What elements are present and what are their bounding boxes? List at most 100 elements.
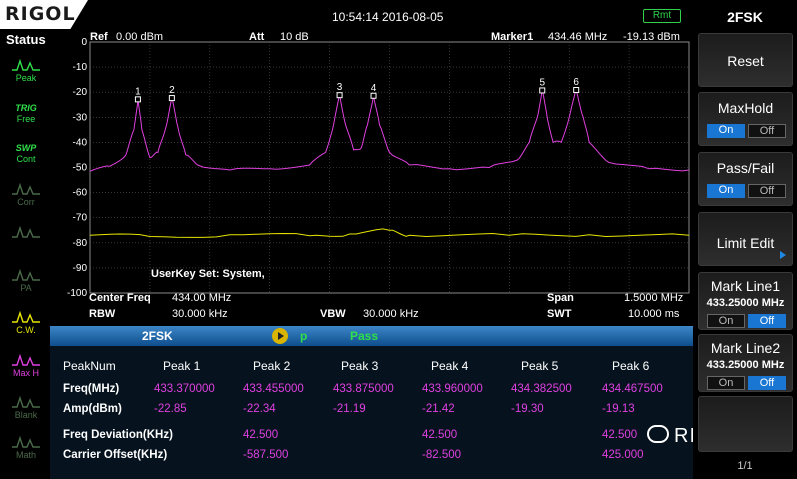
peak-label-5: 5 [539, 77, 545, 88]
marker-amp: -19.13 dBm [623, 31, 680, 43]
peak-table: PeakNum Peak 1 Peak 2 Peak 3 Peak 4 Peak 5 Pea… [50, 346, 693, 479]
logo-text: RIGOL [5, 3, 76, 25]
mark-line2-softkey[interactable]: Mark Line2 433.25000 MHz On Off [698, 334, 793, 392]
status-label: C.W. [16, 325, 36, 335]
table-cell: -19.30 [511, 403, 544, 415]
vbw-value: 30.000 kHz [363, 308, 419, 320]
maxhold-softkey[interactable]: MaxHold On Off [698, 92, 793, 146]
ref-value: 0.00 dBm [116, 31, 164, 43]
clear-write-icon [12, 310, 40, 323]
mark-line1-value: 433.25000 MHz [706, 297, 785, 309]
status-peak-item: Peak [4, 58, 48, 98]
center-freq-label: Center Freq [89, 292, 151, 304]
status-tg-item [4, 225, 48, 265]
mark-line2-value: 433.25000 MHz [706, 359, 785, 371]
status-top-label: SWP [15, 143, 37, 153]
span-value: 1.5000 MHz [624, 292, 684, 304]
spectrum-plot[interactable]: 0 -10 -20 -30 -40 -50 -60 -70 -80 -90 -100 1 2 3 4 5 6 [50, 30, 693, 326]
table-cell: 433.960000 [422, 383, 483, 395]
status-label: Peak [15, 73, 37, 83]
span-label: Span [547, 292, 574, 304]
tracking-generator-icon [12, 225, 40, 238]
status-top-label: TRIG [15, 103, 37, 113]
att-value: 10 dB [280, 31, 309, 43]
peak-wave-icon [12, 58, 40, 71]
table-cell: 434.382500 [511, 383, 572, 395]
status-c-w--item: C.W. [4, 310, 48, 350]
peak-marker-6 [573, 87, 580, 94]
y-tick-label: -70 [73, 213, 88, 224]
limit-edit-button[interactable]: Limit Edit [698, 212, 793, 266]
measurement-bar: 2FSK p Pass [50, 326, 693, 346]
table-cell: 42.500 [602, 429, 638, 441]
y-tick-label: -30 [73, 112, 88, 123]
table-cell: 42.500 [422, 429, 458, 441]
table-cell: -21.42 [422, 403, 455, 415]
table-cell: 434.467500 [602, 383, 663, 395]
peak-label-3: 3 [337, 82, 343, 93]
table-cell: -19.13 [602, 403, 635, 415]
peak-marker-5 [539, 87, 546, 94]
preamp-icon [12, 268, 40, 281]
empty-softkey[interactable] [698, 396, 793, 452]
remote-badge: Rmt [643, 9, 681, 23]
table-cell: 425.000 [602, 449, 644, 461]
userkey-set: UserKey Set: System, [151, 268, 265, 280]
mark-line2-off-toggle[interactable]: Off [748, 376, 786, 390]
status-free-item: TRIG Free [4, 102, 48, 142]
table-cell: 433.455000 [243, 383, 304, 395]
status-label: Free [16, 114, 36, 124]
table-cell: 42.500 [243, 429, 279, 441]
datetime: 10:54:14 2016-08-05 [332, 10, 444, 24]
max-hold-icon [12, 353, 40, 366]
table-header: Peak 6 [612, 359, 650, 373]
reset-label: Reset [727, 53, 764, 69]
table-header: Peak 3 [341, 359, 379, 373]
swt-value: 10.000 ms [628, 308, 680, 320]
table-header: Peak 2 [253, 359, 291, 373]
maxhold-on-toggle[interactable]: On [707, 124, 745, 138]
status-math-item: Math [4, 435, 48, 475]
passfail-on-toggle[interactable]: On [707, 184, 745, 198]
passfail-off-toggle[interactable]: Off [748, 184, 786, 198]
status-max-h-item: Max H [4, 353, 48, 393]
status-label: Cont [16, 154, 36, 164]
table-cell: -21.19 [333, 403, 366, 415]
peak-marker-2 [168, 95, 175, 102]
peak-label-1: 1 [135, 86, 141, 97]
passfail-softkey[interactable]: Pass/Fail On Off [698, 152, 793, 206]
wechat-icon [647, 425, 669, 443]
softkey-panel: 2FSK Reset MaxHold On Off Pass/Fail On O… [693, 0, 797, 479]
mark-line1-softkey[interactable]: Mark Line1 433.25000 MHz On Off [698, 272, 793, 330]
table-cell: 433.875000 [333, 383, 394, 395]
y-tick-label: -10 [73, 62, 88, 73]
y-tick-label: -20 [73, 87, 88, 98]
table-header: PeakNum [63, 359, 116, 373]
page-indicator: 1/1 [737, 460, 753, 472]
status-label: Corr [17, 197, 35, 207]
vbw-label: VBW [320, 308, 346, 320]
top-bar: RIGOL 10:54:14 2016-08-05 Rmt [0, 0, 693, 30]
table-row-label: Freq Deviation(KHz) [63, 429, 173, 441]
swt-label: SWT [547, 308, 572, 320]
marker-label: Marker1 [491, 31, 534, 43]
table-header: Peak 5 [521, 359, 559, 373]
mark-line1-label: Mark Line1 [710, 278, 781, 294]
maxhold-label: MaxHold [717, 100, 774, 116]
maxhold-off-toggle[interactable]: Off [748, 124, 786, 138]
mark-line2-on-toggle[interactable]: On [707, 376, 745, 390]
table-header: Peak 4 [431, 359, 469, 373]
reset-button[interactable]: Reset [698, 33, 793, 87]
table-cell: -22.34 [243, 403, 276, 415]
mark-line1-off-toggle[interactable]: Off [748, 314, 786, 328]
math-icon [12, 435, 40, 448]
peak-marker-3 [336, 92, 343, 99]
status-label: PA [20, 283, 32, 293]
ref-label: Ref [90, 31, 108, 43]
correction-icon [12, 182, 40, 195]
mark-line1-on-toggle[interactable]: On [707, 314, 745, 328]
status-panel: Status Peak TRIG Free SWP Cont Corr PA C.W. Max … [0, 30, 50, 479]
y-tick-label: -80 [73, 238, 88, 249]
rbw-value: 30.000 kHz [172, 308, 228, 320]
rbw-label: RBW [89, 308, 116, 320]
